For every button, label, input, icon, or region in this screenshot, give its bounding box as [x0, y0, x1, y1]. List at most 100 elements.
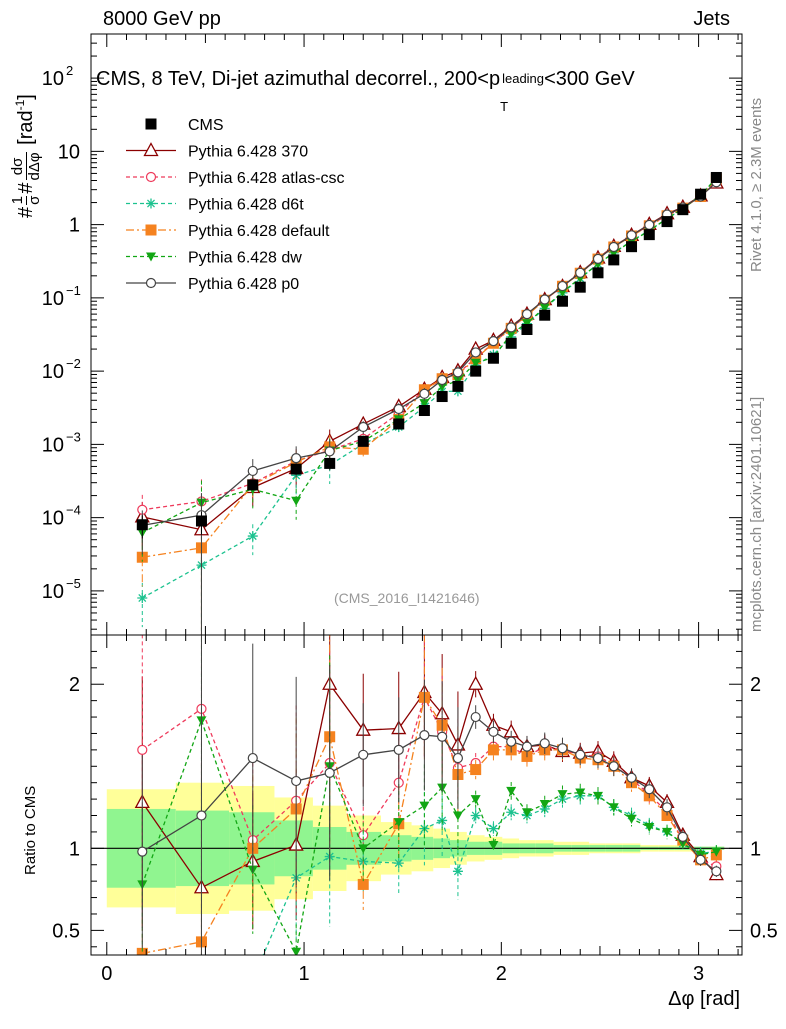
- data-point: [677, 204, 689, 216]
- ratio-point: [137, 744, 148, 755]
- data-point: [695, 188, 707, 200]
- y-tick-label: 10: [42, 288, 64, 310]
- plot-title: CMS, 8 TeV, Di-jet azimuthal decorrel., …: [96, 68, 635, 114]
- ratio-point: [521, 741, 533, 752]
- ratio-point: [419, 730, 430, 741]
- series-point: [358, 421, 369, 433]
- ratio-point: [247, 752, 258, 764]
- x-axis: 0 1 2 3: [101, 34, 739, 985]
- ratio-point: [695, 854, 706, 865]
- ratio-point: [358, 749, 369, 760]
- x-tick-label: 2: [496, 963, 507, 985]
- y-axis-title-top: #1 σ # dσ dΔφ [rad-1]: [9, 94, 43, 218]
- ratio-point: [470, 795, 481, 805]
- ratio-point: [661, 802, 673, 813]
- data-point: [247, 479, 259, 491]
- ratio-panel-frame: [90, 634, 743, 956]
- ratio-point: [488, 823, 499, 834]
- y-tick-exponent: −1: [66, 283, 81, 298]
- series-point: [357, 443, 369, 455]
- legend-label: Pythia 6.428 default: [188, 223, 330, 240]
- ratio-point: [357, 878, 369, 890]
- ratio-point: [662, 827, 673, 837]
- legend-entry-3: Pythia 6.428 d6t: [126, 197, 304, 214]
- legend-marker: [143, 142, 159, 157]
- legend-label: Pythia 6.428 dw: [188, 250, 302, 267]
- ratio-point: [291, 947, 302, 955]
- ratio-point: [539, 738, 550, 749]
- ratio-point: [677, 839, 688, 849]
- series-point: [626, 230, 637, 241]
- legend-entry-4: Pythia 6.428 default: [126, 223, 330, 240]
- series-point: [521, 319, 532, 329]
- cms-data-points: [136, 171, 722, 539]
- y-tick-exponent: −4: [66, 503, 81, 518]
- ratio-point: [626, 814, 637, 824]
- series-point: [247, 531, 258, 542]
- ratio-point: [452, 866, 463, 877]
- ratio-point: [393, 744, 404, 755]
- series-point: [470, 347, 481, 358]
- y-tick-exponent: −3: [66, 429, 81, 444]
- ratio-point: [592, 791, 603, 801]
- y-tick-label: 10: [42, 508, 64, 530]
- series-point: [419, 388, 430, 399]
- ratio-point: [575, 749, 586, 760]
- ratio-point: [677, 831, 688, 842]
- ratio-point: [137, 991, 147, 1001]
- ratio-point: [358, 844, 369, 854]
- data-point: [393, 418, 405, 430]
- legend-marker: [145, 224, 157, 236]
- series-point: [452, 367, 464, 378]
- ratio-point: [248, 975, 258, 985]
- series-point: [557, 280, 568, 292]
- y-tick-label: 10: [58, 141, 80, 163]
- ratio-point: [506, 807, 517, 818]
- y-axis-bottom: 0.5 0.5 1 1 2 2: [52, 650, 778, 948]
- series-point: [419, 399, 430, 409]
- legend-entry-2: Pythia 6.428 atlas-csc: [126, 170, 345, 187]
- legend-label: Pythia 6.428 370: [188, 144, 308, 161]
- data-point: [608, 254, 620, 266]
- series-point: [247, 465, 258, 477]
- ratio-point: [644, 823, 655, 832]
- series-point: [506, 329, 517, 339]
- ratio-point: [393, 818, 404, 828]
- y-tick-label: 10: [42, 68, 64, 90]
- series-point: [137, 592, 148, 603]
- legend-marker: [145, 171, 157, 183]
- ratio-point: [539, 800, 550, 810]
- legend-marker: [146, 252, 156, 262]
- ratio-point: [470, 711, 481, 723]
- ratio-point: [137, 846, 148, 857]
- y-tick-label-right: 1: [750, 838, 761, 860]
- legend-marker: [145, 277, 157, 289]
- data-point: [626, 241, 638, 253]
- ratio-point: [470, 810, 481, 821]
- data-point: [357, 435, 369, 447]
- y-tick-exponent: −2: [66, 356, 81, 371]
- series-point: [608, 241, 619, 253]
- y-tick-label: 2: [69, 674, 80, 696]
- y-tick-exponent: 2: [66, 63, 73, 78]
- ratio-point: [506, 786, 517, 796]
- y-tick-label: 10: [42, 434, 64, 456]
- series-point: [136, 551, 148, 563]
- ratio-point: [557, 743, 568, 754]
- y-tick-label: 0.5: [52, 920, 80, 942]
- ratio-point: [437, 731, 448, 742]
- plot-title-sub: T: [500, 99, 509, 114]
- series-point: [521, 309, 533, 320]
- data-point: [643, 229, 655, 241]
- ratio-point: [452, 752, 464, 764]
- ratio-point: [521, 808, 532, 818]
- data-point: [418, 405, 430, 417]
- legend-label: Pythia 6.428 p0: [188, 276, 299, 293]
- ratio-point: [506, 736, 517, 747]
- series-point: [644, 219, 655, 230]
- legend-entry-0: CMS: [145, 117, 224, 134]
- ratio-point: [575, 788, 586, 798]
- legend: CMS Pythia 6.428 370 Pythia 6.428 atlas-cs…: [126, 117, 345, 293]
- data-point: [487, 352, 499, 364]
